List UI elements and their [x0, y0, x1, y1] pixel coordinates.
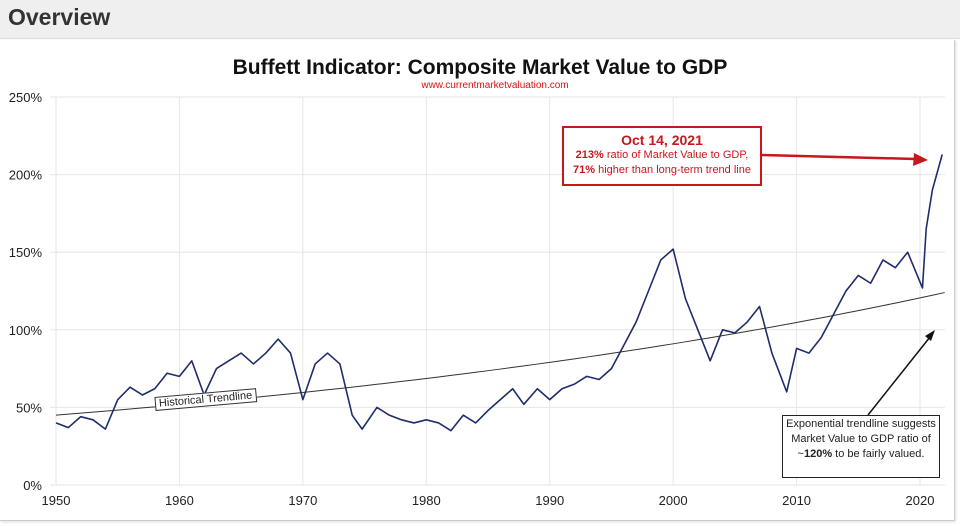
y-tick-label: 200%	[9, 168, 43, 183]
y-tick-label: 50%	[16, 400, 42, 415]
annotation-line1: ratio of Market Value to GDP,	[603, 149, 749, 161]
x-tick-label: 2020	[906, 493, 935, 508]
header-title: Overview	[8, 4, 111, 30]
note-arrowhead	[925, 330, 935, 341]
trendline-note: Exponential trendline suggests Market Va…	[782, 415, 940, 478]
note-text-b: to be fairly valued.	[832, 448, 925, 460]
x-tick-label: 1970	[288, 493, 317, 508]
y-tick-label: 0%	[23, 478, 42, 493]
chart-title: Buffett Indicator: Composite Market Valu…	[232, 56, 728, 79]
note-text-a: Exponential trendline suggests Market Va…	[786, 418, 936, 460]
x-tick-label: 1960	[165, 493, 194, 508]
note-arrow	[867, 336, 931, 416]
annotation-date: Oct 14, 2021	[621, 132, 703, 148]
chart-subtitle: www.currentmarketvaluation.com	[421, 80, 569, 91]
market-value-line	[55, 154, 943, 432]
x-tick-label: 1950	[42, 493, 71, 508]
x-tick-label: 2010	[782, 493, 811, 508]
x-tick-label: 1980	[412, 493, 441, 508]
current-value-annotation: Oct 14, 2021 213% ratio of Market Value …	[562, 126, 762, 186]
y-tick-label: 150%	[9, 245, 43, 260]
overview-header: Overview	[0, 0, 960, 39]
annotation-arrow	[759, 153, 917, 161]
y-tick-label: 100%	[9, 323, 43, 338]
annotation-pct: 71%	[573, 164, 596, 176]
x-tick-label: 1990	[535, 493, 564, 508]
annotation-line2: higher than long-term trend line	[595, 164, 751, 176]
annotation-ratio: 213%	[575, 149, 604, 161]
note-bold: 120%	[803, 448, 833, 460]
y-tick-label: 250%	[9, 90, 43, 105]
annotation-arrowhead	[913, 153, 928, 166]
x-tick-label: 2000	[659, 493, 688, 508]
